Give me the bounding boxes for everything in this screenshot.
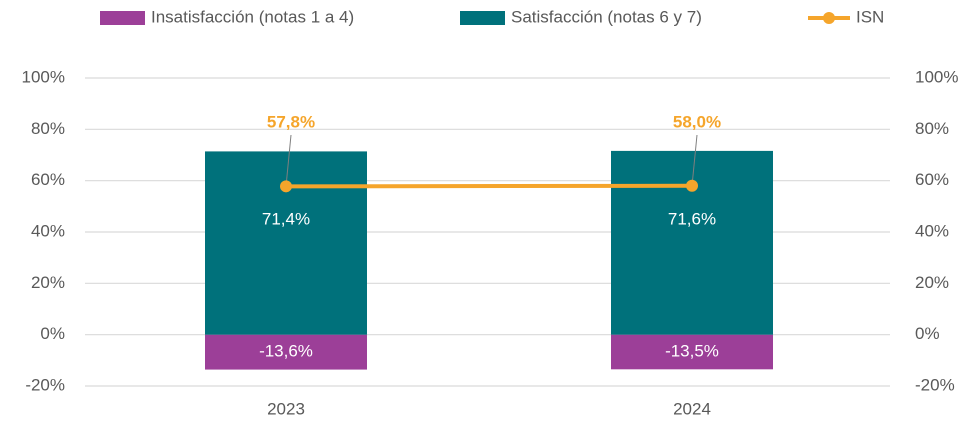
data-label: 58,0% <box>673 112 721 131</box>
y2-tick-label: 20% <box>915 273 949 292</box>
y-tick-label: 0% <box>40 324 65 343</box>
data-label: 71,4% <box>262 209 310 228</box>
bar <box>205 334 367 370</box>
y2-tick-label: -20% <box>915 375 955 394</box>
legend-label: Satisfacción (notas 6 y 7) <box>511 7 702 26</box>
data-label: 71,6% <box>668 209 716 228</box>
x-tick-label: 2024 <box>673 399 711 418</box>
y-tick-label: 60% <box>31 170 65 189</box>
data-label: -13,5% <box>665 341 719 360</box>
bar <box>611 150 773 335</box>
data-label: -13,6% <box>259 342 313 361</box>
isn-line <box>285 183 693 189</box>
y2-tick-label: 40% <box>915 221 949 240</box>
legend-swatch <box>460 11 505 25</box>
bar <box>205 151 367 335</box>
legend-swatch <box>100 11 145 25</box>
y2-tick-label: 100% <box>915 67 958 86</box>
legend-dot <box>823 12 835 24</box>
y-tick-label: 20% <box>31 273 65 292</box>
y2-tick-label: 0% <box>915 324 940 343</box>
data-label: 57,8% <box>267 112 315 131</box>
x-tick-label: 2023 <box>267 399 305 418</box>
legend-label: Insatisfacción (notas 1 a 4) <box>151 7 354 26</box>
y-tick-label: 100% <box>22 67 65 86</box>
y-tick-label: -20% <box>25 375 65 394</box>
y-tick-label: 40% <box>31 221 65 240</box>
y-tick-label: 80% <box>31 119 65 138</box>
leader-line <box>691 134 698 186</box>
isn-point <box>686 179 698 192</box>
isn-point <box>280 180 292 193</box>
y2-tick-label: 60% <box>915 170 949 189</box>
legend-label: ISN <box>856 7 884 26</box>
y2-tick-label: 80% <box>915 119 949 138</box>
leader-line <box>285 134 292 187</box>
bar <box>611 334 773 370</box>
